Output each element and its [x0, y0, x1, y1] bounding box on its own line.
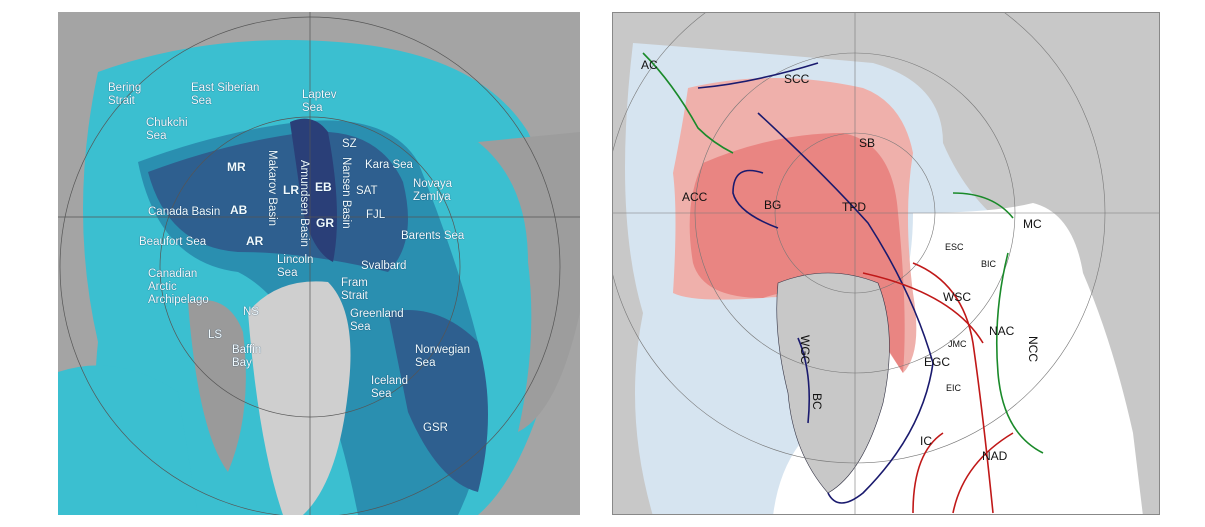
label-gsr: GSR [423, 422, 448, 434]
label-wgc: WGC [798, 335, 812, 365]
label-amundsen-basin: Amundsen Basin [298, 160, 310, 247]
label-kara-sea: Kara Sea [365, 159, 413, 171]
label-tpd: TPD [842, 200, 866, 214]
label-nac: NAC [989, 324, 1015, 338]
label-norwegian-sea: Norwegian Sea [415, 344, 470, 369]
label-ab: AB [230, 203, 248, 217]
label-canadian-arctic-archipelago: Canadian Arctic Archipelago [148, 268, 209, 306]
current-arrow-bg [732, 169, 779, 229]
circulation-map: AC SCC SB ACC BG TPD MC ESC BIC WSC NAC … [612, 12, 1160, 515]
label-svalbard: Svalbard [361, 260, 407, 272]
label-eb: EB [315, 180, 332, 194]
label-bc: BC [810, 393, 824, 410]
label-sz: SZ [342, 138, 357, 150]
label-canada-basin: Canada Basin [148, 206, 221, 218]
current-arrow-scc [697, 62, 819, 89]
current-arrow-egc [827, 362, 934, 504]
label-bic: BIC [981, 259, 997, 269]
current-arrow-mc [952, 192, 1014, 219]
bathymetry-background [58, 12, 580, 515]
label-ac: AC [641, 58, 658, 72]
label-mc: MC [1023, 217, 1042, 231]
label-acc: ACC [682, 190, 708, 204]
label-ar: AR [246, 234, 264, 248]
label-barents-sea: Barents Sea [401, 230, 465, 242]
label-ncc: NCC [1026, 336, 1040, 362]
label-novaya-zemlya: Novaya Zemlya [413, 178, 452, 203]
label-ic: IC [920, 434, 932, 448]
label-ns: NS [243, 306, 259, 318]
label-eic: EIC [946, 383, 962, 393]
label-esc: ESC [945, 242, 964, 252]
label-sb: SB [859, 136, 876, 150]
label-fram-strait: Fram Strait [341, 277, 368, 302]
label-laptev-sea: Laptev Sea [302, 89, 337, 114]
current-arrow-ncc [995, 252, 1044, 454]
current-arrow-nad [952, 432, 1014, 514]
label-ls: LS [208, 329, 223, 341]
label-baffin-bay: Baffin Bay [232, 344, 262, 369]
label-wsc: WSC [943, 290, 971, 304]
label-mr: MR [227, 160, 246, 174]
label-sat: SAT [356, 185, 378, 197]
label-beaufort-sea: Beaufort Sea [139, 236, 207, 248]
current-arrow-wgc [797, 337, 810, 424]
current-arrow-tpd [757, 112, 934, 364]
label-iceland-sea: Iceland Sea [371, 375, 409, 400]
label-makarov-basin: Makarov Basin [266, 150, 278, 227]
current-arrow-wsc [862, 272, 984, 344]
current-arrow-ac [642, 52, 734, 154]
label-bg: BG [764, 198, 782, 212]
label-nansen-basin: Nansen Basin [340, 157, 352, 229]
label-nad: NAD [982, 449, 1008, 463]
current-arrow-ic [912, 432, 944, 514]
label-scc: SCC [784, 72, 810, 86]
bathymetry-map: Bering Strait East Siberian Sea Laptev S… [58, 12, 580, 515]
label-chukchi-sea: Chukchi Sea [146, 117, 188, 142]
label-greenland-sea: Greenland Sea [350, 308, 404, 333]
label-egc: EGC [924, 355, 951, 369]
label-bering-strait: Bering Strait [108, 82, 142, 107]
label-fjl: FJL [366, 209, 386, 221]
label-lincoln-sea: Lincoln Sea [277, 254, 314, 279]
label-lr: LR [283, 183, 299, 197]
label-east-siberian-sea: East Siberian Sea [191, 82, 260, 107]
current-arrow-nac [912, 262, 994, 514]
label-jmc: JMC [948, 339, 967, 349]
circulation-background [613, 13, 1159, 514]
label-gr: GR [316, 216, 334, 230]
